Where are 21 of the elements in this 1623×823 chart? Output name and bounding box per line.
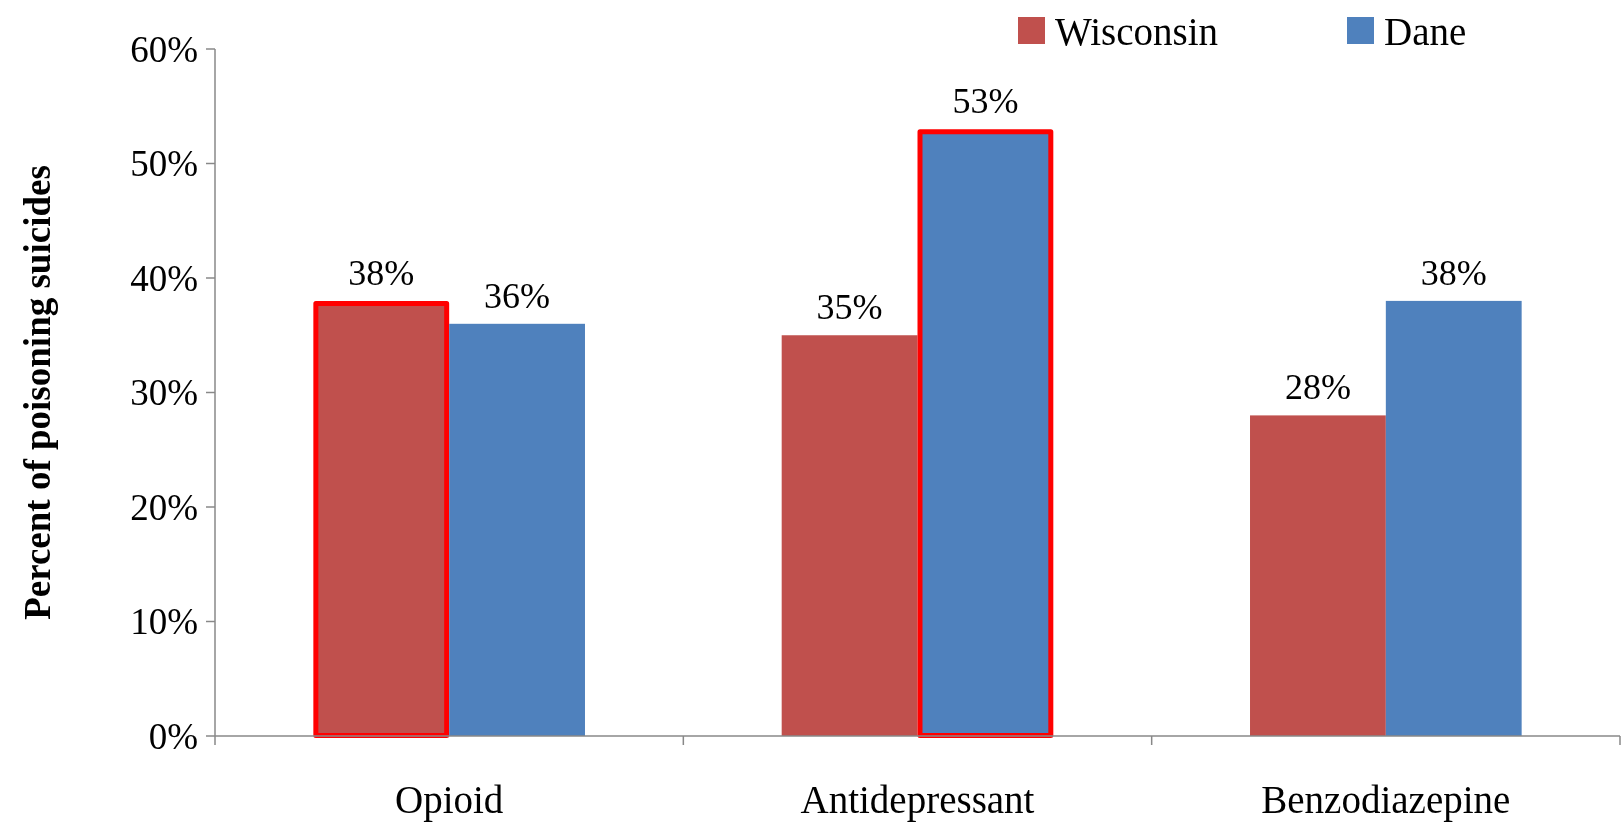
y-tick-label: 30%: [130, 372, 198, 414]
bar: [1385, 300, 1522, 736]
text: 53%: [952, 81, 1019, 122]
legend-label: Wisconsin: [1055, 9, 1219, 53]
legend-label: Dane: [1384, 9, 1467, 53]
y-tick-label: 50%: [130, 143, 198, 185]
x-tick-label: Benzodiazepine: [1261, 778, 1511, 822]
text: 28%: [1284, 367, 1351, 408]
y-tick-label: 10%: [130, 601, 198, 643]
text: 35%: [816, 287, 883, 328]
y-axis-title: Percent of poisoning suicides: [17, 165, 58, 620]
x-tick-label: Antidepressant: [800, 778, 1035, 822]
bar: [1250, 415, 1386, 736]
y-tick-label: 40%: [130, 257, 198, 299]
text: 38%: [348, 252, 415, 293]
text: 38%: [1420, 252, 1487, 293]
y-tick-label: 60%: [130, 28, 198, 70]
text: 36%: [484, 275, 551, 316]
y-tick-label: 0%: [148, 715, 198, 757]
x-tick-label: Opioid: [394, 778, 504, 822]
y-tick-label: 20%: [130, 486, 198, 528]
